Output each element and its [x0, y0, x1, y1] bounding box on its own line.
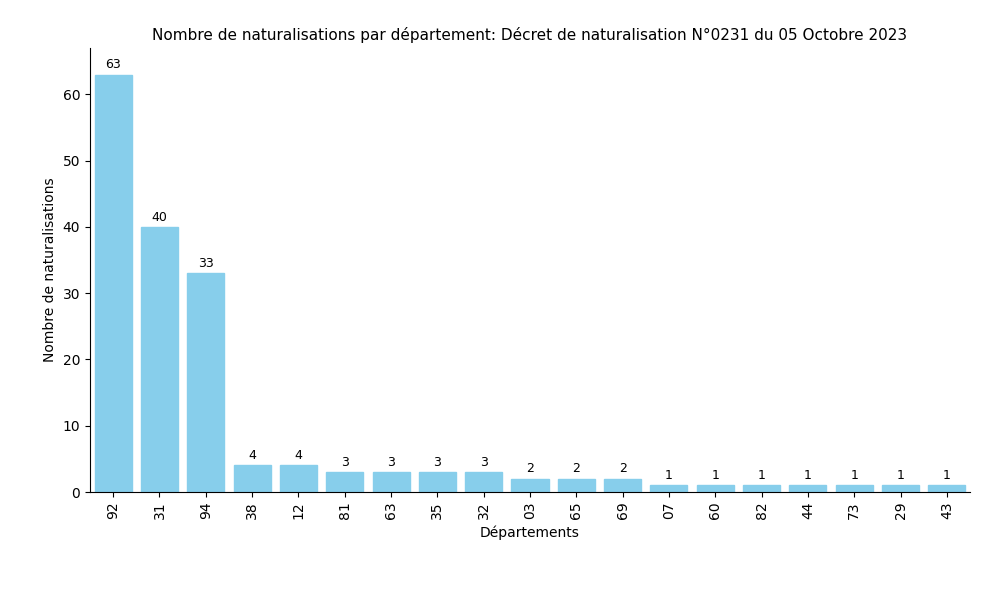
- Text: 2: 2: [619, 463, 627, 475]
- Text: 3: 3: [433, 456, 441, 469]
- Bar: [419, 472, 456, 492]
- X-axis label: Départements: Départements: [480, 525, 580, 539]
- Y-axis label: Nombre de naturalisations: Nombre de naturalisations: [43, 178, 57, 362]
- Bar: [928, 485, 965, 492]
- Text: 1: 1: [711, 469, 719, 482]
- Bar: [95, 74, 132, 492]
- Text: 1: 1: [850, 469, 858, 482]
- Bar: [141, 227, 178, 492]
- Bar: [187, 274, 224, 492]
- Bar: [789, 485, 826, 492]
- Text: 63: 63: [105, 58, 121, 71]
- Text: 1: 1: [665, 469, 673, 482]
- Text: 2: 2: [572, 463, 580, 475]
- Bar: [836, 485, 873, 492]
- Bar: [650, 485, 687, 492]
- Bar: [234, 466, 271, 492]
- Bar: [280, 466, 317, 492]
- Bar: [373, 472, 410, 492]
- Bar: [743, 485, 780, 492]
- Bar: [511, 479, 549, 492]
- Text: 2: 2: [526, 463, 534, 475]
- Text: 33: 33: [198, 257, 214, 270]
- Text: 1: 1: [804, 469, 812, 482]
- Bar: [604, 479, 641, 492]
- Text: 3: 3: [480, 456, 488, 469]
- Title: Nombre de naturalisations par département: Décret de naturalisation N°0231 du 05: Nombre de naturalisations par départemen…: [152, 26, 908, 43]
- Text: 3: 3: [341, 456, 349, 469]
- Text: 4: 4: [294, 449, 302, 462]
- Text: 1: 1: [758, 469, 766, 482]
- Bar: [326, 472, 363, 492]
- Bar: [882, 485, 919, 492]
- Bar: [697, 485, 734, 492]
- Text: 3: 3: [387, 456, 395, 469]
- Text: 4: 4: [248, 449, 256, 462]
- Text: 1: 1: [897, 469, 904, 482]
- Text: 40: 40: [152, 211, 167, 224]
- Bar: [558, 479, 595, 492]
- Bar: [465, 472, 502, 492]
- Text: 1: 1: [943, 469, 951, 482]
